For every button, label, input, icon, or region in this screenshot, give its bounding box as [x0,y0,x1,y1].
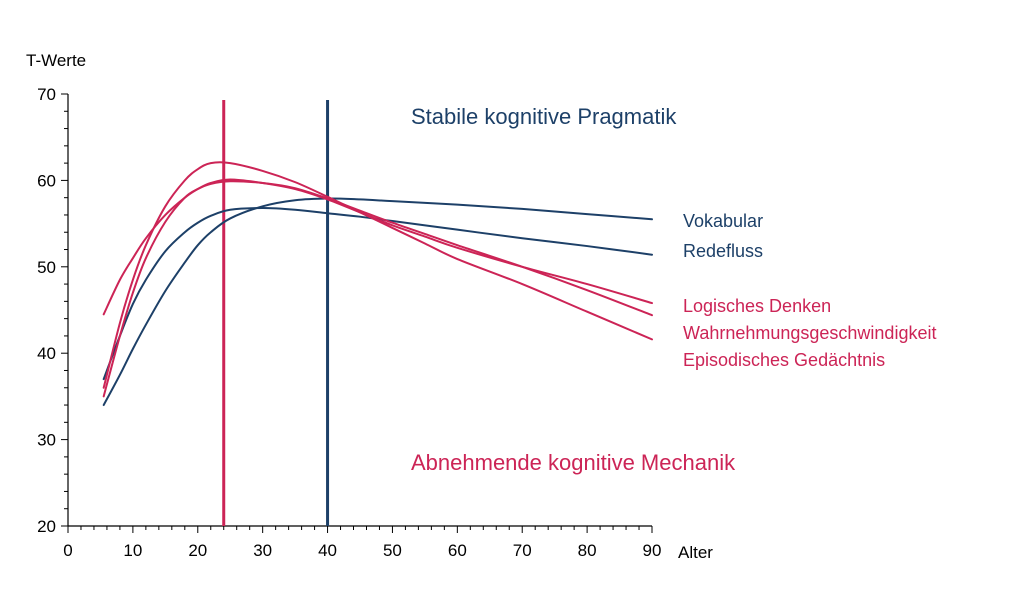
x-tick-label: 80 [578,541,597,560]
annotation-declining-mechanics: Abnehmende kognitive Mechanik [411,450,736,475]
y-tick-label: 50 [37,258,56,277]
y-tick-label: 20 [37,517,56,536]
series-line-vokabular [102,197,653,407]
series-label-redefluss: Redefluss [683,241,763,261]
series-label-logisches-denken: Logisches Denken [683,296,831,316]
series-line-episodisches-gedaechtnis [102,161,653,389]
annotation-stable-pragmatics: Stabile kognitive Pragmatik [411,104,677,129]
x-tick-label: 0 [63,541,72,560]
y-tick-label: 30 [37,431,56,450]
axes-group: 0 10 20 30 40 50 60 70 80 90 20 30 40 50 60 70 [37,85,661,560]
x-tick-label: 90 [643,541,662,560]
x-tick-label: 10 [123,541,142,560]
y-tick-label: 40 [37,344,56,363]
series-label-vokabular: Vokabular [683,211,763,231]
x-tick-label: 70 [513,541,532,560]
x-tick-label: 50 [383,541,402,560]
series-label-wahrnehmungsgeschwindigkeit: Wahrnehmungsgeschwindigkeit [683,323,936,343]
series-line-wahrnehmungsgeschwindigkeit [102,180,653,398]
series-group [102,161,653,407]
series-line-redefluss [102,207,653,381]
y-tick-label: 60 [37,171,56,190]
x-tick-label: 20 [188,541,207,560]
y-tick-label: 70 [37,85,56,104]
reference-lines-group [222,100,330,526]
x-tick-label: 60 [448,541,467,560]
x-tick-label: 40 [318,541,337,560]
x-axis-title: Alter [678,543,713,562]
series-label-episodisches-gedaechtnis: Episodisches Gedächtnis [683,350,885,370]
y-axis-title: T-Werte [26,51,86,70]
x-tick-label: 30 [253,541,272,560]
